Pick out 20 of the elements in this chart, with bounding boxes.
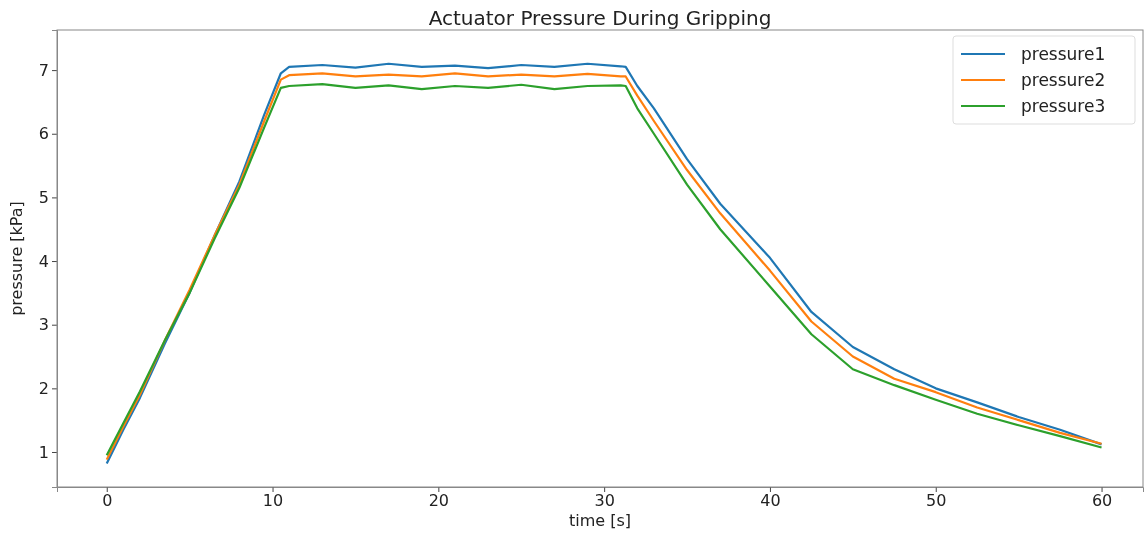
y-tick-label: 5 [38, 188, 49, 208]
y-tick-label: 3 [38, 315, 49, 335]
y-tick-label: 2 [38, 378, 49, 398]
x-tick-label: 30 [594, 491, 615, 511]
y-axis-title: pressure [kPa] [7, 201, 26, 316]
x-tick-label: 60 [1091, 491, 1113, 511]
chart-title: Actuator Pressure During Gripping [428, 6, 772, 30]
legend-label: pressure2 [1021, 70, 1106, 90]
x-tick-label: 20 [428, 491, 450, 511]
x-tick-label: 40 [760, 491, 781, 511]
x-tick-label: 10 [262, 491, 284, 511]
legend-label: pressure3 [1021, 96, 1106, 116]
y-tick-label: 1 [38, 442, 49, 462]
y-tick-label: 6 [38, 124, 49, 144]
x-axis-title: time [s] [568, 511, 632, 530]
x-tick-label: 50 [926, 491, 947, 511]
x-tick-label: 0 [102, 491, 113, 511]
legend-label: pressure1 [1021, 44, 1106, 64]
y-tick-label: 7 [38, 60, 49, 80]
y-tick-label: 4 [38, 251, 49, 271]
